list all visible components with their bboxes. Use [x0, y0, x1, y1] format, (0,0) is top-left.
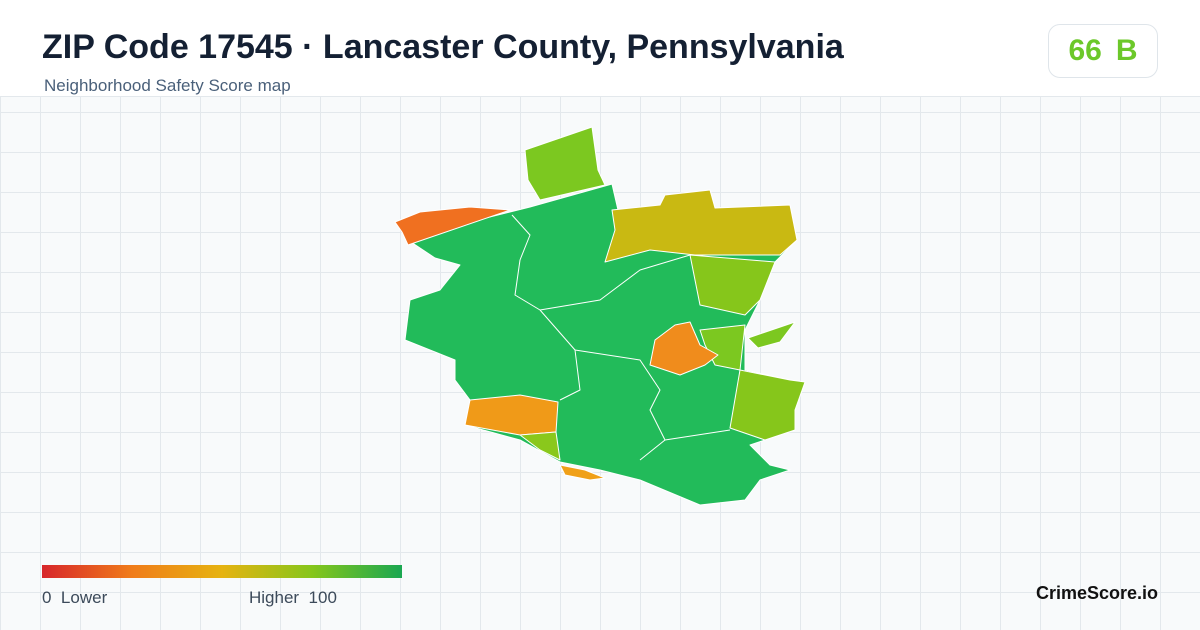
score-badge: 66 B	[1048, 24, 1158, 78]
region	[524, 126, 606, 201]
region-border	[664, 429, 731, 441]
legend-min-label: Lower	[60, 588, 108, 607]
region	[649, 321, 719, 376]
region	[559, 464, 606, 481]
legend-gradient	[42, 565, 402, 578]
legend-max: Higher 100	[249, 588, 337, 608]
region	[689, 254, 776, 316]
legend-max-label: Higher	[249, 588, 300, 607]
region-border	[511, 214, 581, 401]
brand: CrimeScore.io	[1035, 583, 1158, 603]
title: ZIP Code 17545 · Lancaster County, Penns…	[42, 28, 844, 66]
score-grade: B	[1115, 34, 1138, 67]
header	[0, 0, 1200, 97]
region	[394, 206, 511, 246]
subtitle: Neighborhood Safety Score map	[44, 76, 291, 95]
region	[699, 324, 746, 371]
legend-min: 0 Lower	[42, 588, 107, 608]
region-border	[539, 254, 691, 311]
region-border	[574, 349, 666, 461]
region	[729, 369, 806, 441]
legend-min-value: 0	[42, 588, 52, 607]
legend-max-value: 100	[308, 588, 337, 607]
score-value: 66	[1068, 34, 1102, 67]
region	[747, 321, 796, 349]
region	[519, 431, 561, 461]
region	[604, 189, 798, 263]
